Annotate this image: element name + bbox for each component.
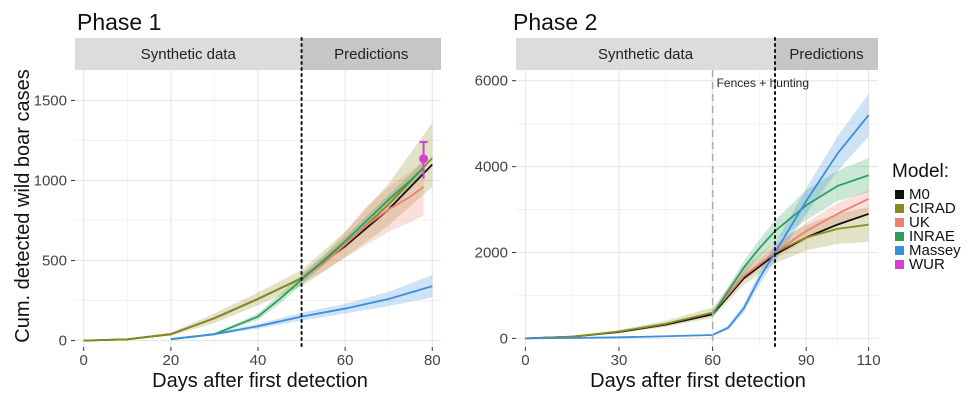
ribbon-inrae [712,158,869,317]
x-tick-label: 0 [521,352,529,369]
ribbon-massey [170,274,433,340]
x-tick-label: 110 [857,352,881,369]
x-tick-label: 40 [250,352,267,369]
y-tick-label: 4000 [475,159,508,176]
region-strip-label: Predictions [789,46,863,63]
line-inrae [170,167,425,341]
panel-title: Phase 2 [513,9,597,35]
y-tick-label: 2000 [475,245,508,262]
y-tick-label: 0 [500,330,508,347]
x-axis-label-left: Days after first detection [152,370,368,392]
line-cirad [83,157,433,342]
point-wur [419,154,429,164]
vline-annotation: Fences + hunting [717,76,809,90]
legend-title: Model: [892,161,949,182]
legend-key-m0 [895,190,904,199]
x-tick-label: 90 [798,352,815,369]
legend-label-inrae: INRAE [909,228,955,245]
x-tick-label: 0 [80,352,88,369]
line-massey [525,114,870,340]
region-strip [75,38,302,70]
y-tick-label: 1000 [34,172,67,189]
region-strip-label: Predictions [334,46,408,63]
legend-key-massey [895,246,904,255]
legend-key-inrae [895,232,904,241]
legend-key-uk [895,218,904,227]
y-tick-label: 500 [42,253,67,270]
legend-key-wur [895,260,904,269]
y-tick-label: 1500 [34,92,67,109]
region-strip-label: Synthetic data [598,46,694,63]
region-strip [516,38,776,70]
legend-label-cirad: CIRAD [909,200,956,217]
y-tick-label: 0 [59,333,67,350]
x-tick-label: 80 [424,352,441,369]
region-strip [775,38,878,70]
legend-label-wur: WUR [909,256,945,273]
line-uk [711,198,870,314]
legend-label-uk: UK [909,214,930,231]
x-axis-label-right: Days after first detection [590,370,806,392]
legend-label-massey: Massey [909,242,961,259]
x-tick-label: 30 [611,352,628,369]
legend-label-m0: M0 [909,186,930,203]
line-inrae [711,174,869,316]
panel-phase-1: Phase 1 Synthetic data Predictions 0 20 40 60 8… [34,9,441,369]
ribbon-uk [712,190,869,316]
y-tick-label: 6000 [475,73,508,90]
legend-key-cirad [895,204,904,213]
x-tick-label: 60 [704,352,721,369]
panel-title: Phase 1 [77,9,161,35]
y-axis-label: Cum. detected wild boar cases [12,69,34,342]
line-uk [301,186,425,279]
x-tick-label: 60 [337,352,354,369]
ribbon-massey [525,93,869,339]
x-tick-label: 20 [163,352,180,369]
region-strip [301,38,441,70]
region-strip-label: Synthetic data [141,46,237,63]
